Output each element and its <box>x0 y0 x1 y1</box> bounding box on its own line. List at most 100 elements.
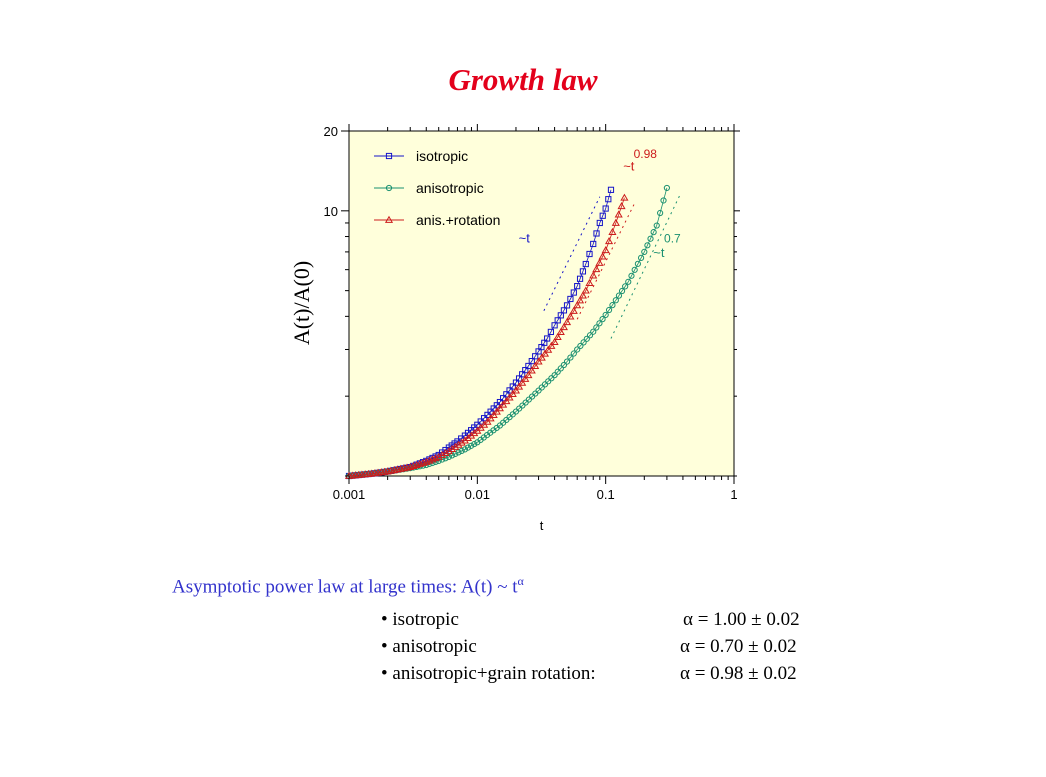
data-point <box>544 335 551 342</box>
data-point <box>566 312 575 320</box>
data-point <box>595 258 604 266</box>
y-tick-label: 20 <box>324 124 338 139</box>
plot-area <box>348 130 735 477</box>
data-point <box>522 367 529 374</box>
data-point <box>506 387 513 394</box>
data-point <box>617 201 626 210</box>
data-point <box>598 252 607 260</box>
data-point <box>527 366 536 374</box>
x-tick-label: 0.1 <box>597 487 615 502</box>
annotation-exponent: 0.7 <box>664 231 681 245</box>
data-point <box>434 452 443 460</box>
data-point <box>601 246 610 254</box>
data-point <box>415 459 424 467</box>
data-point <box>438 450 447 458</box>
summary-exponent: α <box>517 574 524 588</box>
data-point <box>541 381 549 388</box>
data-point <box>574 283 581 290</box>
data-point <box>581 286 590 294</box>
data-point <box>457 438 466 446</box>
data-point <box>486 414 495 422</box>
data-point <box>545 378 552 385</box>
data-point <box>537 353 546 361</box>
data-point <box>445 453 452 461</box>
x-tick-label: 1 <box>730 487 737 502</box>
x-tick-label: 0.01 <box>465 487 490 502</box>
data-point <box>605 196 612 203</box>
data-point <box>585 278 594 287</box>
annotation-exponent: 0.98 <box>634 147 658 161</box>
power-law-guide <box>576 201 636 320</box>
data-point <box>531 361 540 370</box>
bullet-label: • isotropic <box>381 609 459 630</box>
bullet-value: α = 1.00 ± 0.02 <box>683 609 800 630</box>
data-point <box>492 407 501 415</box>
data-point <box>614 210 623 218</box>
data-point <box>489 410 498 418</box>
data-point <box>562 318 572 326</box>
data-point <box>464 444 472 451</box>
data-point <box>557 365 564 372</box>
data-point <box>461 446 468 453</box>
data-point <box>551 372 558 379</box>
data-point <box>602 205 609 212</box>
y-tick-label: 10 <box>324 204 338 219</box>
data-point <box>554 368 561 375</box>
legend-label: anisotropic <box>416 180 484 196</box>
data-point <box>579 268 587 275</box>
data-point <box>553 332 562 340</box>
data-point <box>647 235 654 242</box>
data-point <box>609 302 616 309</box>
data-point <box>499 400 508 408</box>
data-point <box>625 278 632 285</box>
data-point <box>586 332 594 339</box>
data-point <box>650 229 657 236</box>
data-point <box>468 442 475 449</box>
data-point <box>586 250 593 258</box>
data-point <box>505 393 514 401</box>
data-point <box>618 287 626 295</box>
data-point <box>554 317 561 324</box>
bullet-value: α = 0.70 ± 0.02 <box>680 636 797 657</box>
data-point <box>458 447 465 454</box>
data-point <box>418 458 428 466</box>
data-point <box>592 265 601 273</box>
data-point <box>660 197 667 204</box>
data-point <box>599 212 606 219</box>
data-point <box>557 312 564 319</box>
data-point <box>589 271 598 279</box>
annotation-label: ~t <box>623 158 635 173</box>
data-point <box>631 266 638 273</box>
data-point <box>641 248 648 256</box>
data-point <box>525 362 532 370</box>
data-point <box>567 295 574 303</box>
data-point <box>512 379 520 386</box>
data-point <box>634 260 641 267</box>
data-point <box>532 353 539 360</box>
data-point <box>484 411 491 418</box>
data-point <box>599 316 606 323</box>
data-point <box>563 302 571 309</box>
data-point <box>560 307 568 314</box>
x-tick-label: 0.001 <box>333 487 366 502</box>
annotation-label: ~t <box>653 245 665 260</box>
data-point <box>509 383 516 390</box>
data-point <box>521 374 530 382</box>
data-point <box>590 240 597 248</box>
data-point <box>471 440 478 448</box>
data-point <box>582 260 589 268</box>
data-point <box>544 345 553 353</box>
data-point <box>431 453 440 462</box>
data-point <box>551 322 558 329</box>
data-point <box>524 370 533 379</box>
bullet-label: • anisotropic <box>381 636 477 657</box>
y-axis-label: A(t)/A(0) <box>289 261 314 345</box>
data-point <box>583 335 590 342</box>
data-point <box>563 358 571 365</box>
data-point <box>518 378 527 386</box>
data-point <box>503 391 510 398</box>
data-point <box>569 306 578 314</box>
data-point <box>422 457 431 465</box>
x-axis-label: t <box>540 518 544 533</box>
